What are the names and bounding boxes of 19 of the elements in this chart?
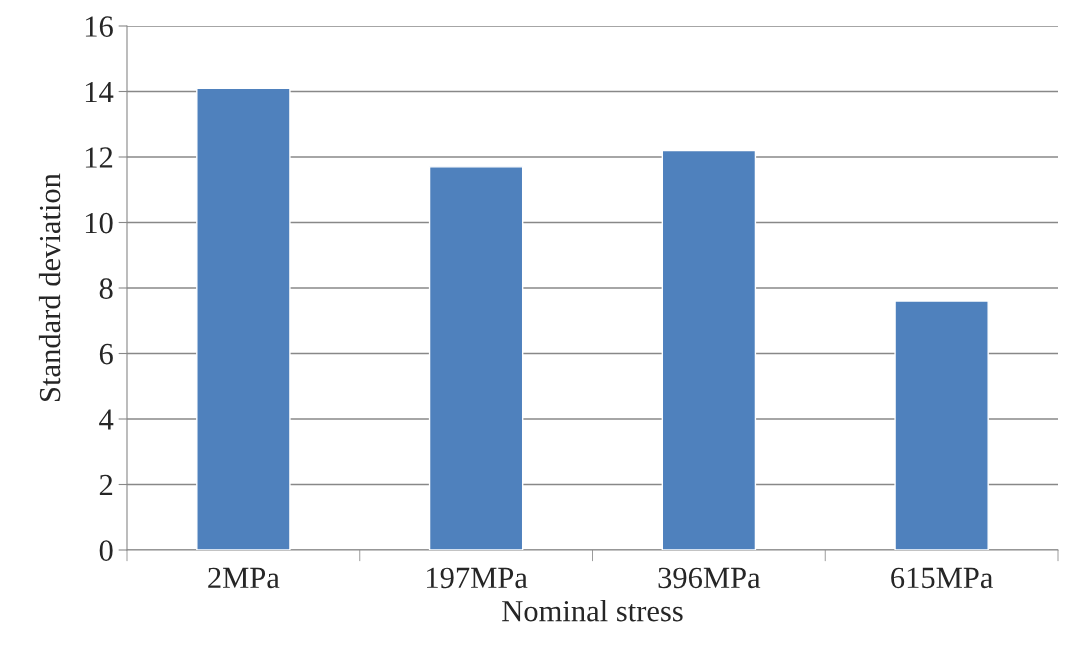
x-tick-label: 197MPa bbox=[427, 567, 528, 589]
y-tick-label: 4 bbox=[99, 409, 114, 430]
y-tick-label: 8 bbox=[99, 278, 113, 299]
bar bbox=[428, 166, 524, 550]
x-tick-label: 396MPa bbox=[658, 567, 761, 589]
y-axis-title: Standard deviation bbox=[38, 173, 61, 401]
bar bbox=[661, 149, 757, 550]
y-tick-label: 6 bbox=[99, 343, 113, 365]
y-tick-label: 12 bbox=[85, 147, 113, 168]
bar bbox=[196, 87, 291, 550]
y-tick-label: 0 bbox=[99, 540, 113, 561]
x-axis-title: Nominal stress bbox=[502, 599, 683, 622]
bar bbox=[894, 300, 989, 550]
x-tick-label: 615MPa bbox=[891, 567, 993, 589]
y-tick-label: 16 bbox=[85, 16, 113, 37]
y-tick-label: 10 bbox=[85, 212, 113, 234]
y-tick-label: 2 bbox=[99, 474, 113, 496]
x-tick-label: 2MPa bbox=[208, 567, 280, 589]
y-tick-label: 14 bbox=[85, 81, 114, 103]
